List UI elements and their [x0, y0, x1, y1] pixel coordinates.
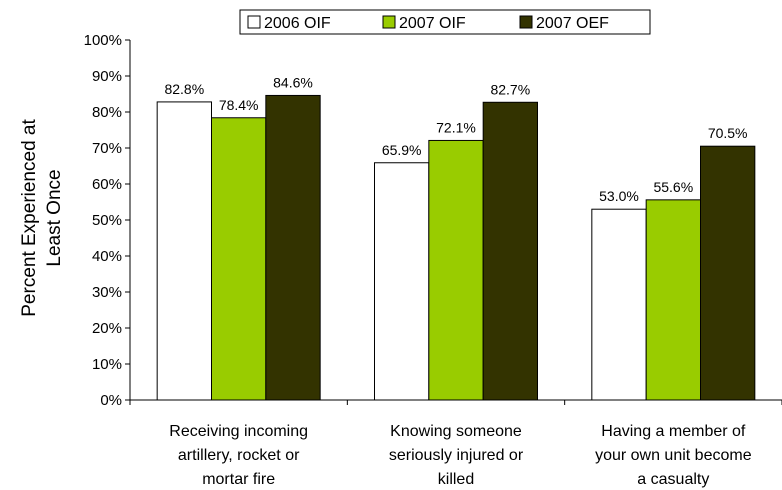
legend-label: 2007 OIF	[399, 15, 466, 32]
y-tick-label: 20%	[92, 320, 122, 337]
bar	[591, 208, 647, 401]
y-tick-label: 40%	[92, 248, 122, 265]
y-tick-label: 80%	[92, 104, 122, 121]
y-axis: 0% 10% 20% 30% 40% 50% 60% 70% 80% 90% 100%	[84, 32, 131, 409]
category-label: Knowing someone	[390, 423, 522, 440]
bar	[211, 117, 267, 401]
y-tick-label: 90%	[92, 68, 122, 85]
x-axis-labels: Receiving incoming artillery, rocket or mo…	[169, 423, 751, 488]
y-axis-title: Percent Experienced at Least Once	[19, 119, 65, 317]
legend-swatch	[247, 15, 261, 29]
category-label: Receiving incoming	[169, 423, 308, 440]
data-label: 82.7%	[490, 81, 530, 97]
category-label: mortar fire	[202, 471, 275, 488]
category-label: artillery, rocket or	[178, 447, 300, 464]
legend-box	[239, 9, 651, 35]
bar	[482, 101, 538, 401]
data-label: 70.5%	[708, 125, 748, 141]
y-axis-title-line: Percent Experienced at	[19, 119, 40, 317]
y-tick-label: 50%	[92, 212, 122, 229]
y-tick-label: 0%	[100, 392, 122, 409]
bar	[265, 94, 321, 401]
bar	[700, 145, 756, 401]
legend-label: 2007 OEF	[536, 15, 609, 32]
bar	[428, 139, 484, 401]
bar	[156, 101, 213, 401]
legend-label: 2006 OIF	[264, 15, 331, 32]
y-axis-title-group: Percent Experienced at Least Once	[19, 119, 65, 317]
y-tick-label: 10%	[92, 356, 122, 373]
data-label: 72.1%	[436, 119, 476, 135]
category-label: killed	[438, 471, 474, 488]
data-label: 84.6%	[273, 74, 313, 90]
category-label: seriously injured or	[389, 447, 524, 464]
legend-swatch	[519, 15, 533, 29]
data-label: 78.4%	[219, 97, 259, 113]
legend: 2006 OIF 2007 OIF 2007 OEF	[239, 9, 651, 35]
y-tick-label: 30%	[92, 284, 122, 301]
category-label: a casualty	[637, 471, 709, 488]
bar	[645, 199, 702, 401]
y-tick-label: 100%	[84, 32, 122, 49]
category-label: Having a member of	[601, 423, 746, 440]
y-tick-label: 70%	[92, 140, 122, 157]
category-label: your own unit become	[595, 447, 752, 464]
data-label: 65.9%	[382, 142, 422, 158]
data-labels: 82.8% 78.4% 84.6% 65.9% 72.1% 82.7% 53.0% 55.6%…	[164, 74, 747, 204]
y-tick-label: 60%	[92, 176, 122, 193]
bars	[156, 94, 756, 401]
data-label: 55.6%	[653, 179, 693, 195]
data-label: 82.8%	[164, 81, 204, 97]
data-label: 53.0%	[599, 188, 639, 204]
legend-swatch	[382, 15, 396, 29]
y-axis-title-line: Least Once	[44, 169, 65, 266]
x-axis	[129, 399, 782, 405]
bar	[374, 162, 430, 401]
